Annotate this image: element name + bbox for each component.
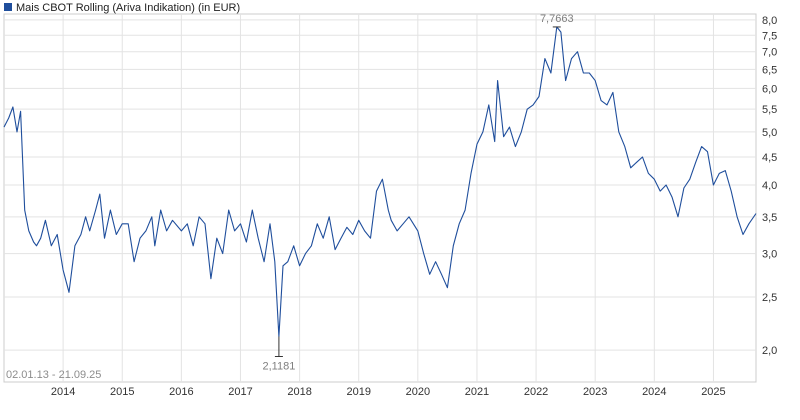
y-tick-label: 3,0	[762, 249, 777, 261]
x-tick-label: 2023	[583, 386, 607, 398]
y-tick-label: 7,5	[762, 30, 777, 42]
x-tick-label: 2024	[642, 386, 666, 398]
y-axis-tick-labels: 2,0 2,5 3,0 3,5 4,0 4,5 5,0 5,5 6,0 6,5 7,0 7,5 8,0	[762, 15, 777, 357]
max-annotation: 7,7663	[540, 13, 574, 28]
annotation-layer: 7,7663 2,1181	[262, 13, 573, 373]
x-tick-label: 2025	[701, 386, 725, 398]
x-axis-tick-labels: 2014 2015 2016 2017 2018 2019 2020 2021 2022 2023…	[51, 386, 726, 398]
x-tick-label: 2017	[228, 386, 252, 398]
x-tick-label: 2019	[346, 386, 370, 398]
legend-square-icon	[4, 3, 12, 11]
min-annotation: 2,1181	[262, 336, 295, 373]
y-tick-label: 6,5	[762, 64, 777, 76]
y-tick-label: 5,5	[762, 104, 777, 116]
legend-label: Mais CBOT Rolling (Ariva Indikation) (in…	[16, 2, 240, 14]
y-tick-label: 2,5	[762, 292, 777, 304]
x-tick-label: 2016	[169, 386, 193, 398]
date-range-label: 02.01.13 - 21.09.25	[6, 369, 101, 381]
y-tick-label: 3,5	[762, 212, 777, 224]
series-line	[3, 26, 757, 338]
y-tick-label: 2,0	[762, 345, 777, 357]
annotation-label: 7,7663	[540, 13, 574, 25]
plot-frame	[3, 13, 757, 383]
y-tick-label: 6,0	[762, 83, 777, 95]
x-tick-label: 2014	[51, 386, 75, 398]
y-tick-label: 7,0	[762, 47, 777, 59]
x-tick-label: 2021	[465, 386, 489, 398]
x-tick-label: 2015	[110, 386, 134, 398]
grid-lines	[3, 13, 757, 383]
y-tick-label: 4,0	[762, 180, 777, 192]
x-tick-label: 2020	[406, 386, 430, 398]
annotation-label: 2,1181	[262, 361, 295, 373]
y-tick-label: 5,0	[762, 127, 777, 139]
x-tick-label: 2022	[524, 386, 548, 398]
legend: Mais CBOT Rolling (Ariva Indikation) (in…	[4, 2, 240, 14]
y-tick-label: 8,0	[762, 15, 777, 27]
y-tick-label: 4,5	[762, 152, 777, 164]
x-tick-label: 2018	[287, 386, 311, 398]
series-layer	[3, 26, 757, 338]
